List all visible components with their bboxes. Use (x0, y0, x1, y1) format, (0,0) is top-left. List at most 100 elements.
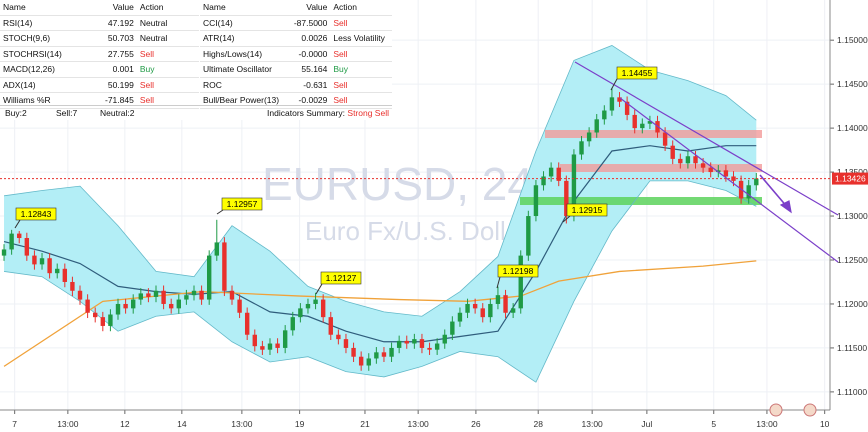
indicator-row: Bull/Bear Power(13) -0.0029 Sell (200, 92, 392, 109)
indicator-value: 50.703 (102, 30, 137, 47)
y-tick-label: 1.11000 (837, 387, 867, 397)
y-tick-label: 1.15000 (837, 35, 868, 45)
candle-body (108, 314, 113, 326)
candle-body (358, 356, 364, 366)
x-tick-label: 13:00 (582, 419, 604, 429)
logo (769, 403, 783, 417)
candle-body (237, 299, 242, 313)
candle-body (602, 110, 607, 120)
indicator-table: Name Value Action CCI(14) -87.5000 Sell ATR(14… (200, 0, 392, 109)
zones (520, 130, 762, 205)
indicator-value: -0.0029 (290, 92, 331, 109)
candle-body (153, 290, 159, 297)
watermark-description: Euro Fx/U.S. Dollar (305, 216, 529, 246)
candle-body (222, 242, 227, 291)
indicator-panel: Buy:2 Sell:7 Neutral:2 Indicators Summar… (0, 0, 392, 120)
x-tick-label: 13:00 (231, 419, 253, 429)
candle-body (450, 321, 455, 335)
candle-body (647, 121, 653, 124)
candle-body (267, 343, 273, 350)
logos (769, 403, 817, 417)
candle-body (503, 295, 508, 313)
candle-body (594, 119, 599, 133)
candle-body (586, 132, 592, 142)
indicator-name: CCI(14) (200, 15, 291, 31)
y-tick-label: 1.14000 (837, 123, 868, 133)
candle-body (693, 156, 698, 164)
indicator-value: -71.845 (102, 92, 137, 109)
candle-body (624, 101, 630, 115)
y-tick-label: 1.13500 (837, 167, 868, 177)
indicator-row: MACD(12,26) 0.001 Buy (0, 61, 199, 78)
y-tick-label: 1.12500 (837, 255, 868, 265)
indicator-action: Sell (136, 92, 199, 109)
x-tick-label: 7 (12, 419, 17, 429)
column-header: Action (136, 0, 199, 16)
x-tick-label: 26 (471, 419, 481, 429)
candle-body (434, 343, 440, 350)
candle-body (548, 167, 554, 177)
annotations: 1.12843 1.12957 1.12127 1.12198 1.12915 … (14, 66, 658, 295)
candle-body (168, 303, 174, 309)
x-tick-label: 13:00 (408, 419, 430, 429)
indicator-row: ROC -0.631 Sell (200, 77, 392, 93)
candle-body (176, 299, 181, 309)
candle-body (100, 317, 106, 326)
candle-body (419, 339, 425, 348)
candle-body (526, 216, 531, 256)
candle-body (9, 233, 14, 250)
y-tick-label: 1.14500 (837, 79, 868, 89)
indicator-action: Sell (330, 15, 392, 31)
candle-body (70, 281, 75, 291)
annotation-box (320, 271, 362, 285)
candle-body (632, 114, 637, 129)
candle-body (343, 339, 349, 348)
candle-body (412, 339, 417, 344)
candle-body (571, 154, 577, 217)
band-fill (4, 45, 757, 383)
indicator-action: Sell (330, 46, 392, 62)
candle-body (442, 334, 447, 344)
indicator-action: Sell (136, 46, 199, 62)
candle-body (389, 347, 394, 357)
candle-body (123, 303, 128, 309)
channel-line (619, 97, 839, 263)
indicator-row: ADX(14) 50.199 Sell (0, 77, 199, 93)
band-middle (3, 145, 757, 343)
candle-body (229, 290, 235, 300)
candle-body (541, 176, 546, 186)
indicator-value: -87.5000 (290, 15, 331, 31)
candle-body (146, 293, 151, 297)
annotation-box (221, 197, 263, 211)
annotation: 1.12843 (21, 209, 52, 219)
candle-body (77, 290, 83, 300)
indicator-row: STOCHRSI(14) 27.755 Sell (0, 46, 199, 62)
candles-layer (1, 88, 759, 371)
indicator-row: ATR(14) 0.0026 Less Volatility (200, 30, 392, 47)
candle-body (47, 258, 52, 274)
logo (803, 403, 817, 417)
candle-body (138, 293, 144, 300)
indicator-name: ROC (200, 77, 291, 93)
indicator-name: Williams %R (0, 92, 102, 109)
summary-label: Indicators Summary: (267, 108, 345, 118)
candle-body (374, 352, 379, 359)
channel-line (574, 61, 839, 216)
candle-body (17, 233, 22, 239)
indicator-name: RSI(14) (0, 15, 102, 31)
indicator-row: CCI(14) -87.5000 Sell (200, 15, 392, 31)
summary-verdict: Strong Sell (347, 108, 389, 118)
annotation: 1.14455 (622, 68, 653, 78)
band-lower (3, 180, 757, 383)
indicator-value: 55.164 (290, 61, 331, 78)
resistance-zone (545, 130, 762, 138)
indicator-row: Highs/Lows(14) -0.0000 Sell (200, 46, 392, 62)
watermark: EURUSD, 240 Euro Fx/U.S. Dollar (262, 158, 559, 246)
candle-body (670, 145, 675, 159)
x-tick-label: 28 (533, 419, 543, 429)
candle-body (351, 347, 356, 357)
candle-body (609, 97, 615, 111)
y-tick-label: 1.11500 (837, 343, 867, 353)
